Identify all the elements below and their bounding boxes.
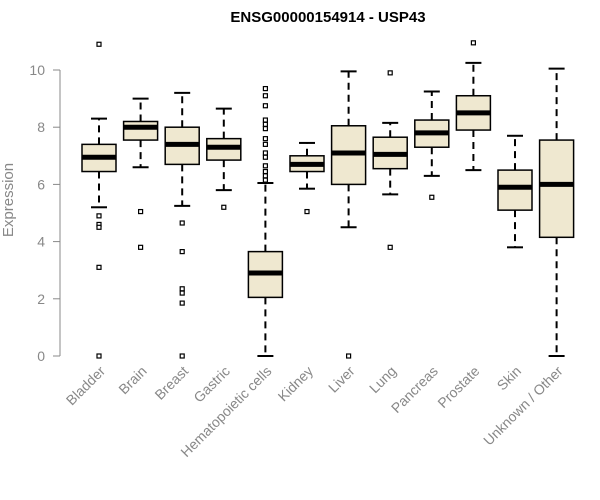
box-group — [81, 41, 117, 359]
outlier-point — [179, 286, 185, 292]
outlier-point — [262, 121, 268, 127]
x-category-label: Brain — [115, 363, 149, 397]
box-iqr — [497, 169, 533, 211]
outlier-point — [262, 117, 268, 123]
y-tick-label: 0 — [37, 348, 45, 364]
box-group — [372, 70, 408, 250]
box-group — [206, 107, 242, 210]
box-group — [538, 67, 575, 357]
chart-title: ENSG00000154914 - USP43 — [230, 9, 425, 26]
outlier-point — [387, 244, 393, 250]
outlier-point — [262, 93, 268, 99]
outlier-point — [179, 300, 185, 306]
x-category-label: Prostate — [434, 363, 482, 411]
box-group — [497, 134, 533, 249]
box-iqr — [122, 120, 159, 141]
x-category-label: Unknown / Other — [480, 363, 566, 449]
y-tick-label: 10 — [29, 62, 45, 78]
plot-area — [81, 40, 575, 359]
outlier-point — [262, 103, 268, 109]
outlier-point — [221, 204, 227, 210]
x-category-label: Liver — [325, 363, 358, 396]
box-group — [164, 91, 200, 359]
outlier-point — [262, 141, 268, 147]
x-category-label: Kidney — [275, 363, 317, 405]
outlier-point — [179, 353, 185, 359]
outlier-point — [262, 85, 268, 92]
outlier-point — [470, 40, 476, 46]
box-group — [247, 85, 284, 357]
outlier-point — [179, 290, 185, 296]
x-category-label: Bladder — [63, 363, 109, 409]
x-category-label: Breast — [151, 363, 191, 403]
outlier-point — [262, 163, 268, 169]
y-tick-label: 4 — [37, 234, 45, 250]
y-tick-label: 6 — [37, 176, 45, 192]
outlier-point — [138, 244, 144, 250]
outlier-point — [346, 353, 352, 359]
outlier-point — [304, 208, 310, 215]
outlier-point — [429, 194, 435, 200]
y-tick-label: 8 — [37, 119, 45, 135]
outlier-point — [262, 154, 268, 160]
outlier-point — [262, 173, 268, 179]
outlier-point — [262, 126, 268, 132]
x-category-label: Lung — [366, 363, 399, 396]
box-group — [330, 70, 367, 359]
outlier-point — [179, 220, 185, 226]
outlier-point — [96, 353, 102, 359]
outlier-point — [262, 168, 268, 175]
outlier-point — [96, 224, 102, 230]
box-iqr — [538, 139, 575, 239]
box-group — [414, 90, 450, 200]
outlier-point — [262, 177, 268, 183]
y-axis: 0 2 4 6 8 10 — [29, 62, 61, 364]
outlier-point — [96, 41, 102, 47]
outlier-point — [387, 70, 393, 76]
outlier-point — [96, 213, 102, 219]
outlier-point — [96, 264, 102, 270]
outlier-point — [262, 136, 268, 142]
box-group — [122, 97, 159, 250]
y-tick-label: 2 — [37, 291, 45, 307]
y-axis-label: Expression — [0, 163, 17, 237]
box-group — [289, 141, 325, 215]
outlier-point — [179, 249, 185, 255]
box-group — [455, 40, 492, 172]
outlier-point — [138, 208, 144, 215]
x-category-label: Skin — [494, 363, 525, 394]
outlier-point — [262, 150, 268, 156]
